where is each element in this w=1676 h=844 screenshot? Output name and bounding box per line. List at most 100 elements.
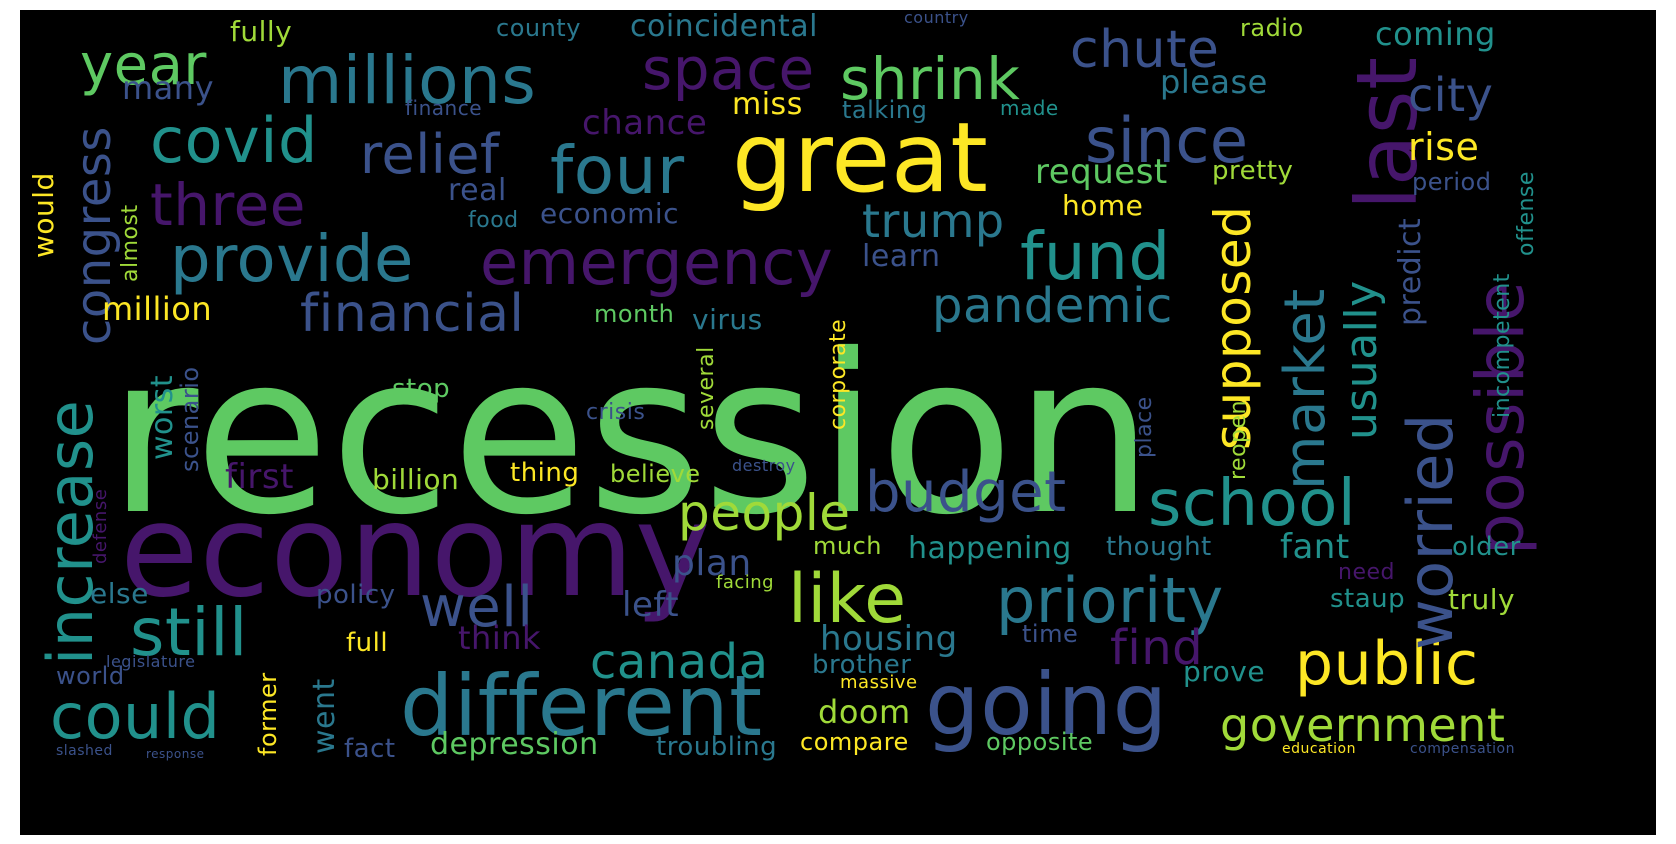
word: slashed — [56, 743, 113, 759]
word: period — [1412, 168, 1492, 196]
word: pandemic — [932, 278, 1173, 334]
word: went — [307, 678, 342, 754]
word-cloud: recession economy great last different g… — [20, 10, 1656, 835]
word: crisis — [586, 400, 646, 425]
word: place — [1132, 396, 1157, 458]
word: millions — [278, 42, 537, 119]
word: people — [678, 484, 851, 542]
word: could — [50, 680, 221, 753]
word: space — [642, 35, 815, 103]
word: find — [1110, 620, 1204, 676]
word: destroy — [732, 456, 796, 475]
word: going — [925, 655, 1168, 755]
word: response — [146, 747, 205, 761]
word: truly — [1448, 583, 1516, 616]
word: policy — [316, 580, 396, 610]
word: scenario — [176, 366, 204, 472]
word: million — [102, 290, 213, 328]
word: many — [122, 69, 214, 107]
word: reopen — [1226, 400, 1251, 480]
word: finance — [405, 96, 483, 120]
word: school — [1148, 467, 1357, 541]
word: plan — [672, 543, 752, 584]
word: compensation — [1410, 741, 1515, 757]
word: prove — [1183, 655, 1266, 688]
word: fund — [1020, 218, 1171, 295]
word: since — [1085, 104, 1249, 177]
word: world — [56, 662, 125, 690]
word: country — [904, 10, 969, 27]
word: miss — [732, 87, 803, 122]
word: happening — [908, 531, 1072, 566]
word: need — [1338, 560, 1395, 585]
word: think — [458, 619, 542, 657]
word: facing — [716, 572, 775, 593]
word: believe — [610, 460, 701, 488]
word: older — [1452, 532, 1521, 562]
word: emergency — [480, 226, 834, 299]
word: usually — [1336, 280, 1387, 440]
word: government — [1220, 698, 1506, 752]
word: several — [694, 346, 719, 430]
word: fact — [344, 734, 396, 764]
word: legislature — [106, 652, 196, 671]
word: radio — [1240, 14, 1304, 42]
word: else — [90, 577, 149, 610]
word: fant — [1280, 527, 1350, 567]
word: offense — [1514, 171, 1539, 256]
word: massive — [840, 672, 918, 693]
word: would — [27, 172, 60, 258]
word: defense — [90, 488, 111, 564]
word: still — [130, 594, 248, 671]
word: coincidental — [630, 10, 819, 44]
word: request — [1035, 152, 1168, 192]
word: worst — [145, 374, 180, 460]
word: like — [788, 560, 907, 639]
word: stop — [392, 374, 451, 404]
word: first — [225, 457, 294, 497]
word: chute — [1070, 20, 1220, 80]
word: real — [448, 173, 507, 208]
word: economic — [540, 197, 680, 230]
word: education — [1282, 741, 1356, 757]
word: billion — [372, 463, 460, 496]
word: chance — [582, 103, 708, 143]
word: learn — [862, 239, 941, 274]
word: compare — [800, 728, 909, 756]
word: incompetent — [1490, 273, 1515, 418]
word: housing — [820, 619, 958, 659]
word: home — [1062, 189, 1144, 222]
word: please — [1160, 63, 1268, 101]
word: year — [80, 33, 207, 98]
word: priority — [996, 564, 1224, 637]
word: fully — [230, 15, 293, 48]
word: virus — [692, 303, 763, 336]
word: brother — [812, 650, 912, 680]
word: former — [254, 672, 282, 756]
word: thought — [1106, 532, 1212, 562]
word: relief — [360, 123, 500, 186]
word: time — [1022, 620, 1079, 648]
word: provide — [170, 223, 414, 297]
word: almost — [118, 204, 143, 282]
word: financial — [300, 284, 525, 344]
word: pretty — [1212, 156, 1294, 186]
word: recession — [108, 307, 1155, 563]
word: canada — [590, 634, 769, 690]
word: talking — [842, 96, 928, 124]
word: budget — [865, 460, 1067, 525]
word: doom — [818, 693, 911, 731]
word: corporate — [826, 318, 851, 430]
word: full — [346, 628, 389, 658]
word: much — [813, 532, 882, 560]
word: different — [400, 657, 763, 755]
word: public — [1295, 629, 1479, 699]
word: depression — [430, 727, 599, 762]
word: great — [732, 102, 989, 214]
word: city — [1408, 68, 1494, 122]
word: opposite — [986, 728, 1094, 756]
word: covid — [150, 104, 318, 177]
word: coming — [1375, 15, 1496, 53]
word: shrink — [840, 45, 1021, 113]
word: well — [420, 575, 534, 640]
